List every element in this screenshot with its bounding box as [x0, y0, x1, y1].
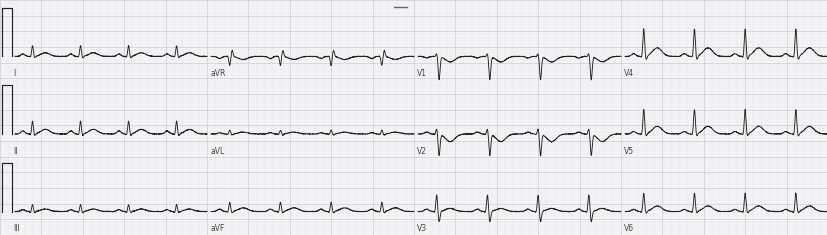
Text: II: II	[13, 147, 17, 156]
Text: aVL: aVL	[210, 147, 224, 156]
Text: aVR: aVR	[210, 69, 226, 78]
Text: V4: V4	[624, 69, 633, 78]
Text: V2: V2	[417, 147, 427, 156]
Text: V5: V5	[624, 147, 633, 156]
Text: I: I	[13, 69, 16, 78]
Text: III: III	[13, 224, 20, 233]
Text: V1: V1	[417, 69, 427, 78]
Text: V3: V3	[417, 224, 427, 233]
Text: aVF: aVF	[210, 224, 224, 233]
Text: V6: V6	[624, 224, 633, 233]
